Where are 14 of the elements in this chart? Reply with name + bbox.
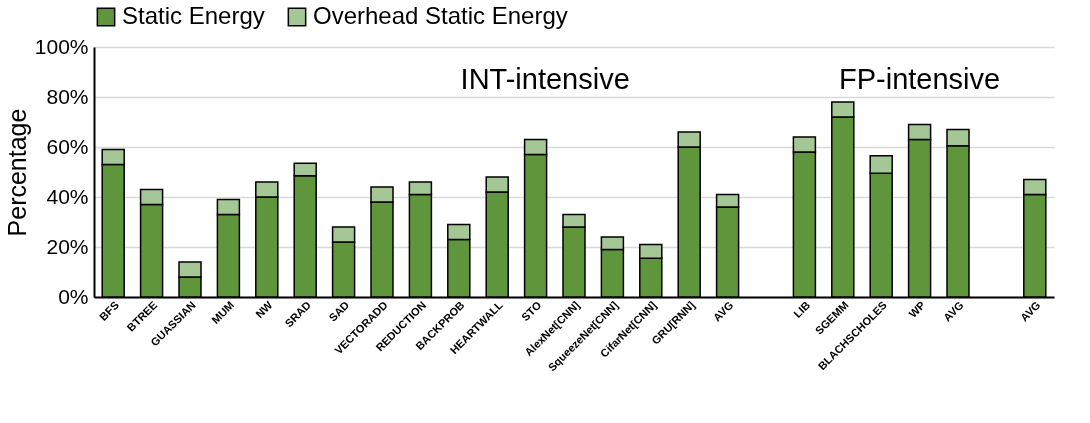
y-tick-label: 80% — [46, 84, 89, 108]
y-tick-label: 20% — [46, 234, 89, 258]
legend-label: Static Energy — [122, 2, 265, 29]
x-tick-label: LIB — [791, 298, 813, 320]
legend-label: Overhead Static Energy — [313, 2, 568, 29]
y-tick-label: 100% — [34, 34, 89, 58]
annotation: INT-intensive — [460, 62, 630, 95]
y-tick-label: 0% — [58, 284, 89, 308]
x-tick-label: NW — [253, 298, 276, 321]
y-tick-label: 60% — [46, 134, 89, 158]
y-tick-label: 40% — [46, 184, 89, 208]
x-tick-label: WP — [906, 298, 928, 320]
annotation: FP-intensive — [839, 62, 1001, 95]
y-axis-title: Percentage — [2, 108, 31, 237]
